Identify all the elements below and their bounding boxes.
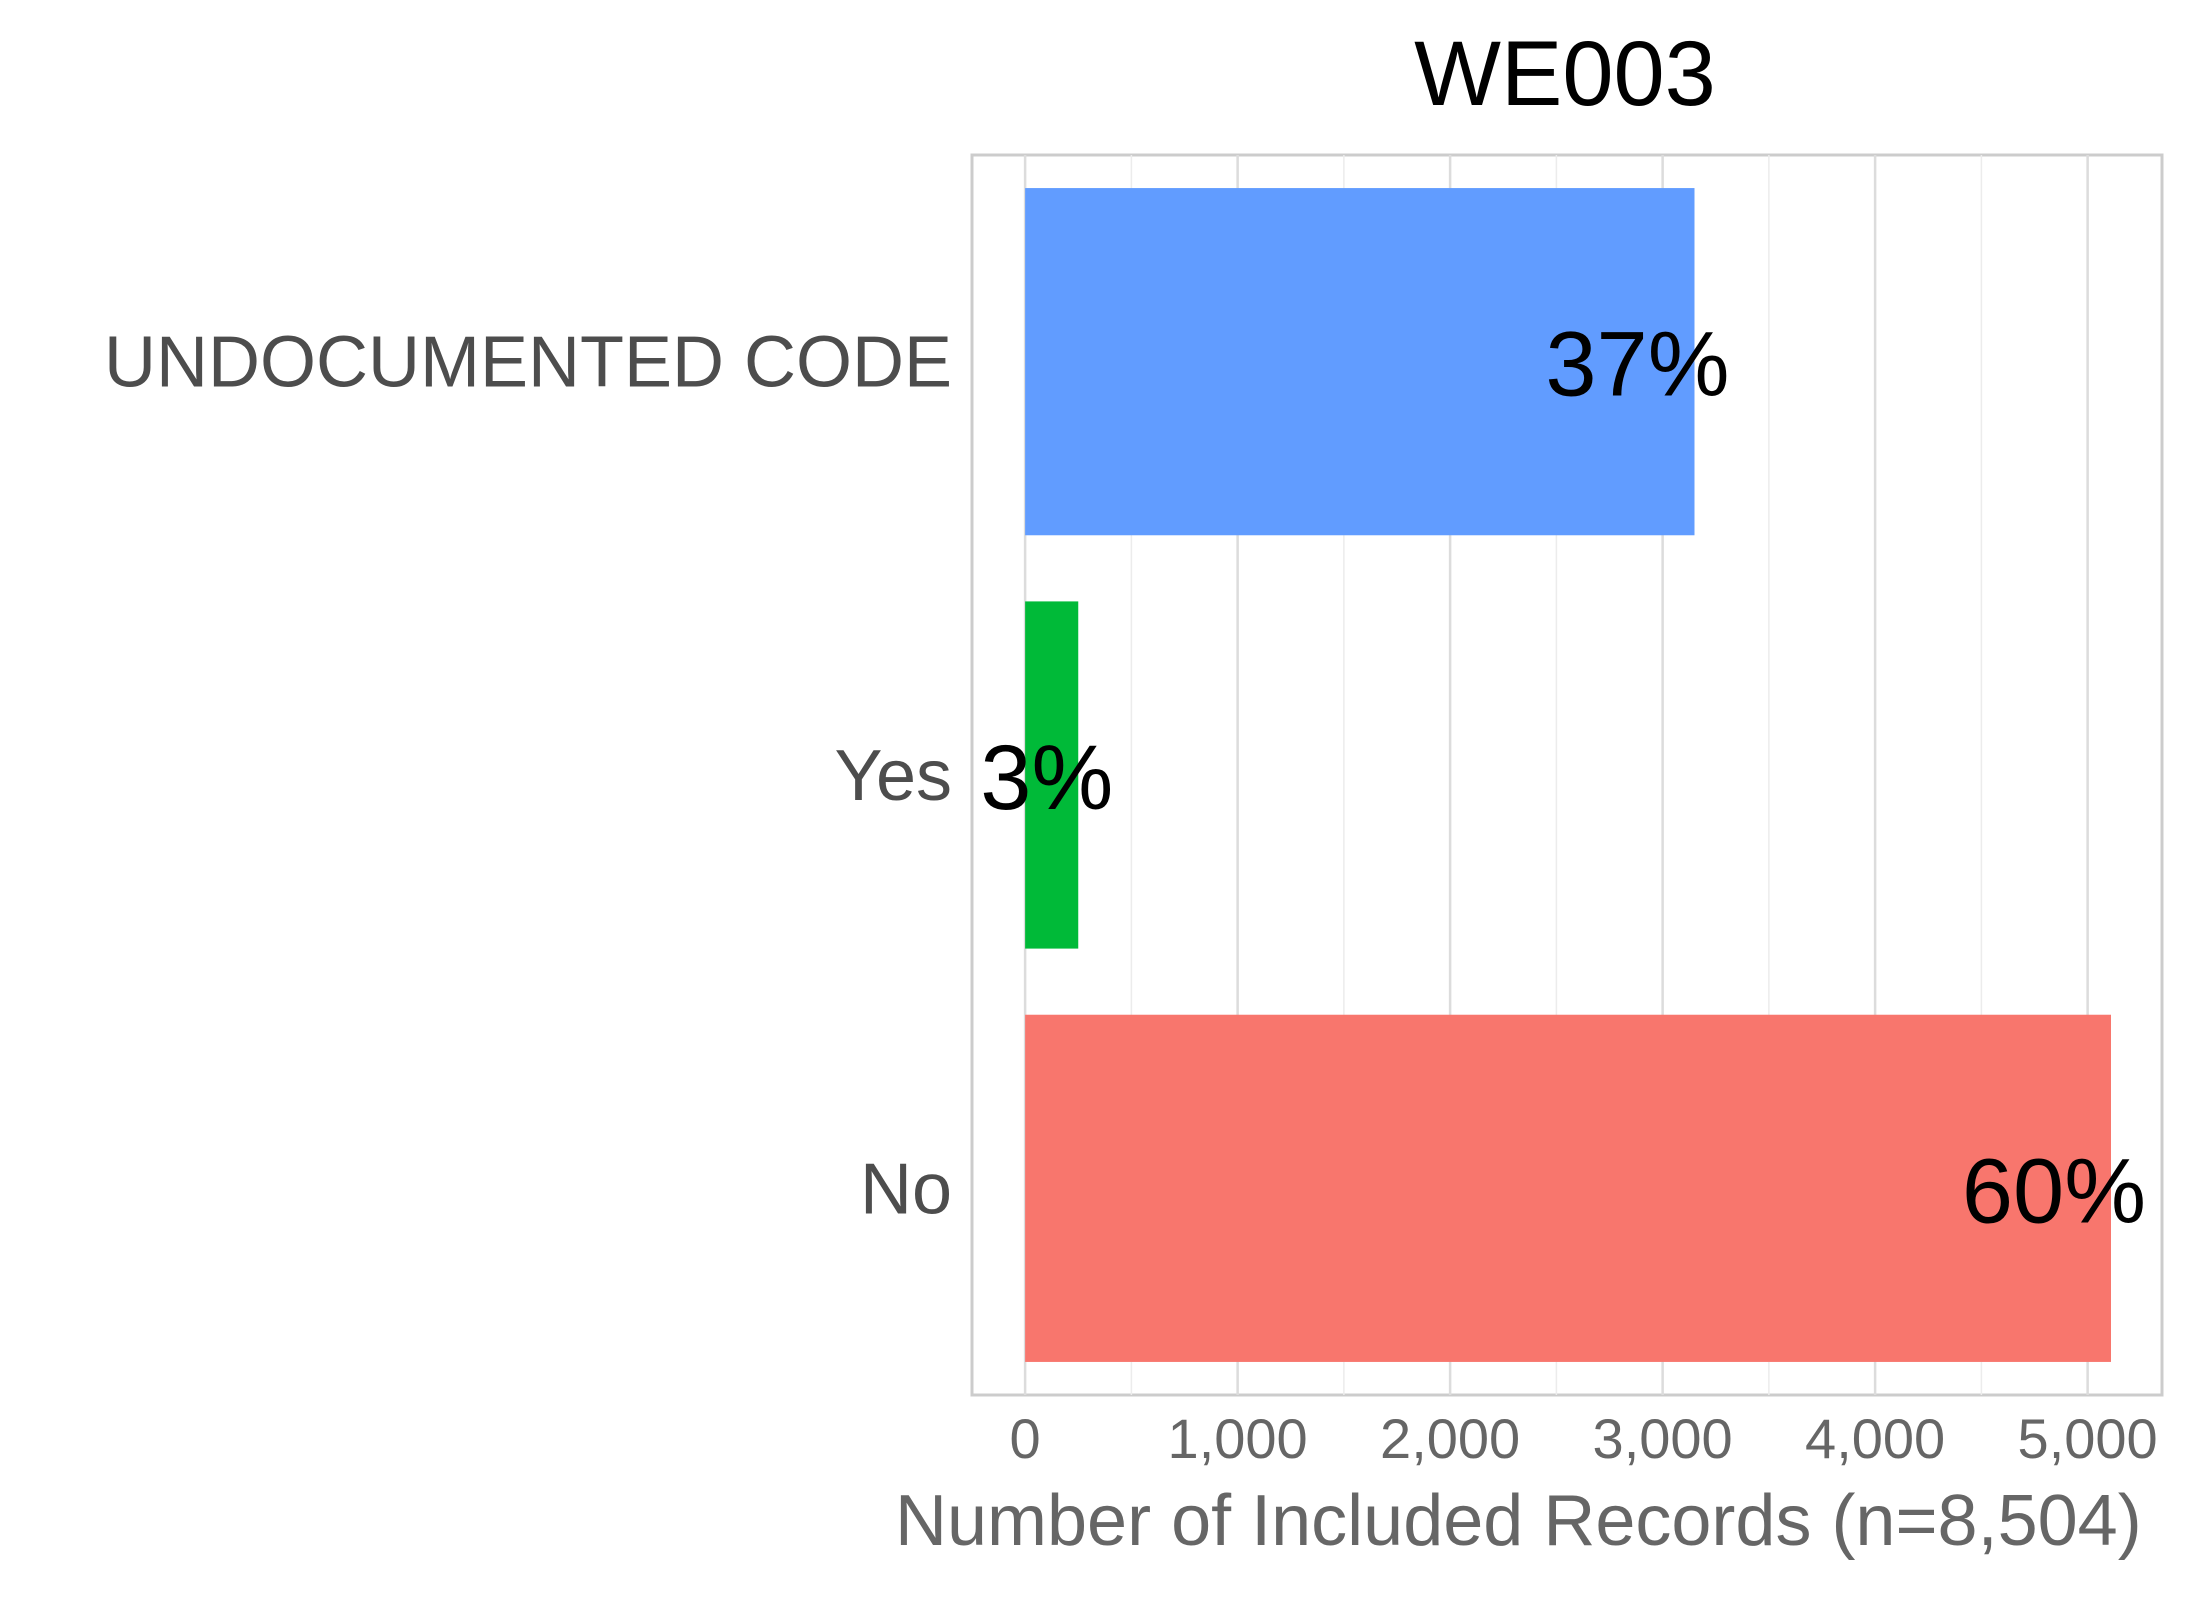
x-tick-label: 5,000 (2018, 1407, 2158, 1470)
x-tick-label: 2,000 (1380, 1407, 1520, 1470)
x-tick-label: 0 (1010, 1407, 1041, 1470)
x-axis-tick-labels: 0 1,000 2,000 3,000 4,000 5,000 (1010, 1407, 2158, 1470)
x-tick-label: 4,000 (1805, 1407, 1945, 1470)
y-category-label: Yes (835, 736, 952, 816)
x-tick-label: 3,000 (1593, 1407, 1733, 1470)
bar-value-label: 3% (980, 727, 1113, 829)
bar-yes (1025, 601, 1079, 949)
chart-title: WE003 (1414, 23, 1716, 125)
bar-undocumented-code (1025, 188, 1695, 536)
x-axis-title: Number of Included Records (n=8,504) (895, 1481, 2142, 1561)
bar-value-label: 60% (1962, 1140, 2146, 1242)
y-axis-labels: UNDOCUMENTED CODE Yes No (104, 323, 952, 1230)
data-labels: 37% 3% 60% (980, 314, 2146, 1243)
x-tick-label: 1,000 (1168, 1407, 1308, 1470)
bar-value-label: 37% (1545, 314, 1729, 416)
bar-no (1025, 1014, 2111, 1362)
y-category-label: No (860, 1149, 952, 1229)
y-category-label: UNDOCUMENTED CODE (104, 323, 952, 403)
bars (1025, 188, 2111, 1362)
